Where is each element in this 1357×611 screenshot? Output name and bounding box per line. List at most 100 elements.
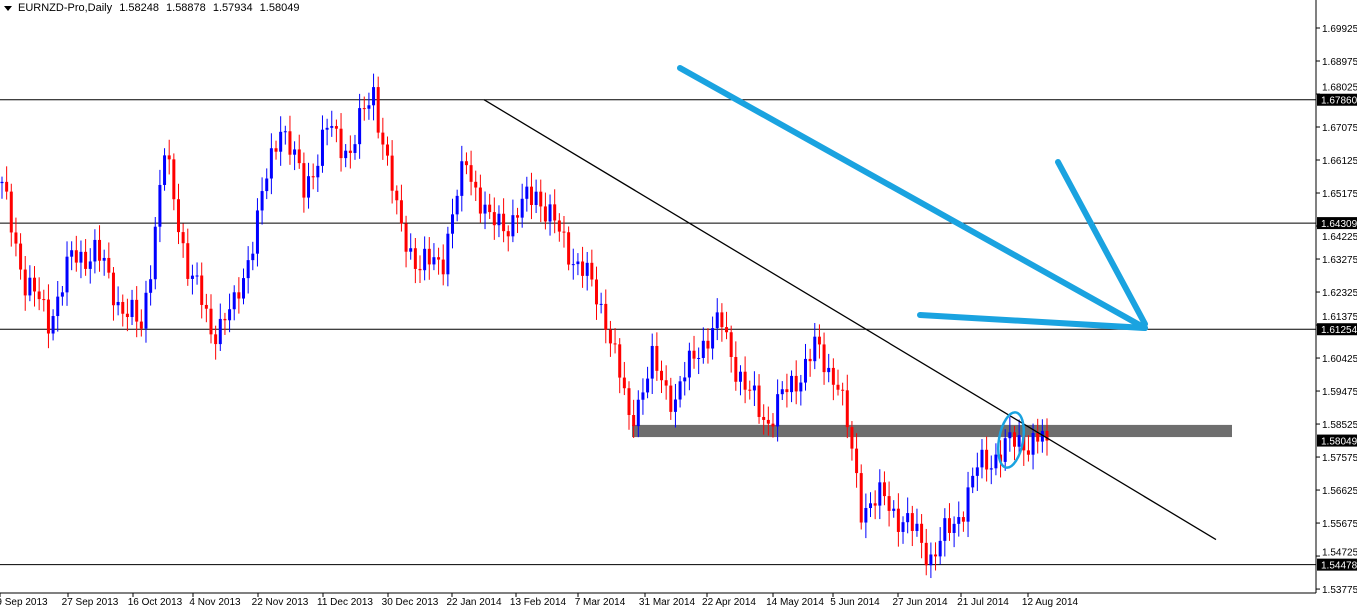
y-tick-label: 1.55675 <box>1322 519 1357 530</box>
candle-body <box>358 108 362 145</box>
candle-body <box>934 554 938 557</box>
candle-body <box>813 336 817 362</box>
candle-body <box>107 257 111 273</box>
x-tick-label: 5 Jun 2014 <box>830 597 880 608</box>
candle-body <box>520 198 524 218</box>
candle-body <box>525 186 529 199</box>
candle-body <box>910 513 914 531</box>
x-tick-label: 27 Sep 2013 <box>62 597 119 608</box>
level-price-label: 1.54478 <box>1321 561 1357 572</box>
candle-body <box>725 327 729 333</box>
candle-body <box>427 248 431 265</box>
candle-body <box>209 308 213 335</box>
x-tick-label: 31 Mar 2014 <box>639 597 696 608</box>
support-resistance-zone <box>632 424 1232 438</box>
open-value: 1.58248 <box>119 2 159 14</box>
candle-body <box>437 257 441 260</box>
candle-body <box>571 264 575 266</box>
candle-body <box>720 312 724 328</box>
candle-body <box>506 231 510 237</box>
candle-body <box>929 554 933 566</box>
candle-body <box>279 131 283 152</box>
candle-body <box>60 292 64 297</box>
x-tick-label: 30 Dec 2013 <box>382 597 439 608</box>
candle-body <box>548 204 552 222</box>
low-value: 1.57934 <box>212 2 253 14</box>
level-price-label-bg <box>1317 558 1357 571</box>
candle-body <box>116 301 120 306</box>
candle-body <box>418 268 422 271</box>
candle-body <box>971 475 975 488</box>
trendline <box>483 99 1217 541</box>
candle-body <box>283 131 287 133</box>
candle-body <box>172 159 176 200</box>
candle-body <box>692 350 696 359</box>
candle-body <box>464 161 468 166</box>
level-price-label: 1.67860 <box>1321 96 1357 107</box>
candle-body <box>79 251 83 263</box>
x-tick-label: 7 Mar 2014 <box>575 597 626 608</box>
candle-body <box>269 148 273 179</box>
candle-body <box>102 257 106 261</box>
dropdown-triangle-icon[interactable] <box>4 5 12 11</box>
candle-body <box>302 163 306 198</box>
y-tick-label: 1.58525 <box>1322 420 1357 431</box>
candle-body <box>920 523 924 543</box>
candle-body <box>1017 435 1021 447</box>
symbol-label: EURNZD-Pro,Daily <box>18 2 113 14</box>
x-tick-label: 27 Jun 2014 <box>892 597 947 608</box>
candle-body <box>98 239 102 261</box>
y-tick-label: 1.61375 <box>1322 312 1357 323</box>
candle-body <box>218 318 222 345</box>
candle-body <box>752 385 756 391</box>
candle-body <box>845 390 849 428</box>
candle-body <box>181 232 185 244</box>
candle-body <box>697 357 701 359</box>
candle-body <box>1003 438 1007 462</box>
candle-body <box>762 416 766 420</box>
current-price-label: 1.58049 <box>1321 437 1357 448</box>
candle-body <box>785 389 789 393</box>
candle-body <box>51 316 55 334</box>
candle-body <box>938 540 942 557</box>
candle-body <box>771 423 775 427</box>
candle-body <box>646 378 650 393</box>
candle-body <box>214 334 218 345</box>
candle-body <box>288 131 292 155</box>
candle-body <box>776 394 780 427</box>
candle-body <box>808 358 812 362</box>
candle-body <box>766 419 770 424</box>
candle-body <box>121 301 125 314</box>
candle-body <box>42 299 46 301</box>
level-price-label-bg <box>1317 323 1357 336</box>
candle-body <box>409 248 413 252</box>
candle-body <box>497 213 501 226</box>
candle-body <box>734 356 738 382</box>
candle-body <box>516 215 520 218</box>
candle-body <box>251 253 255 261</box>
candle-body <box>673 399 677 412</box>
candle-body <box>149 279 153 293</box>
level-price-label-bg <box>1317 93 1357 106</box>
candle-body <box>23 269 27 296</box>
y-tick-label: 1.65175 <box>1322 189 1357 200</box>
candle-body <box>985 449 989 470</box>
candle-body <box>381 132 385 145</box>
candle-body <box>576 261 580 265</box>
candle-body <box>413 248 417 269</box>
candle-body <box>906 513 910 523</box>
candle-body <box>562 231 566 233</box>
candle-body <box>957 517 961 524</box>
candle-body <box>966 487 970 522</box>
arrow-annotation-line <box>677 65 1148 331</box>
x-tick-label: 22 Apr 2014 <box>702 597 756 608</box>
candle-body <box>65 256 69 293</box>
candle-body <box>711 328 715 349</box>
candle-body <box>56 296 60 317</box>
candle-body <box>859 473 863 523</box>
candle-body <box>585 262 589 276</box>
current-price-label-bg <box>1317 434 1357 447</box>
y-tick-label: 1.64225 <box>1322 232 1357 243</box>
candle-body <box>994 454 998 469</box>
